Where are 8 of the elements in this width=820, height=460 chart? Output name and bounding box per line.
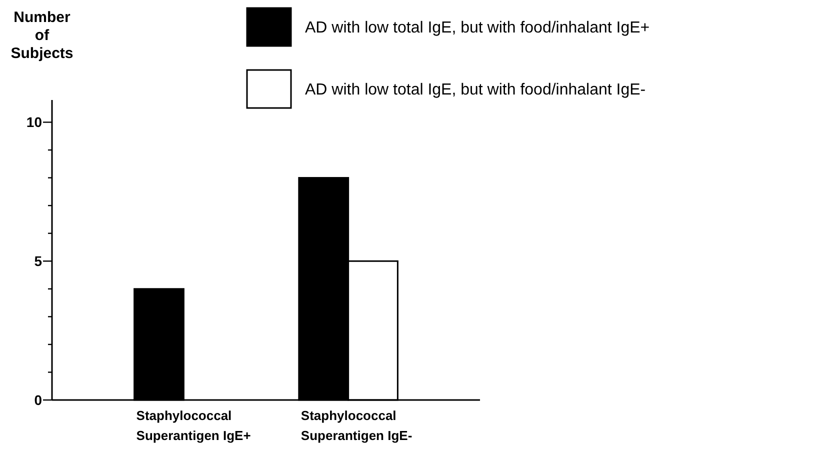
y-tick-label: 10 — [26, 114, 42, 130]
x-tick-label: Staphylococcal Superantigen IgE+ — [136, 408, 252, 443]
legend-label: AD with low total IgE, but with food/inhalant IgE+ — [305, 20, 650, 37]
x-tick-label: Staphylococcal Superantigen IgE- — [300, 408, 412, 443]
y-axis-title: Number of Subjects — [10, 9, 74, 62]
y-tick-label: 5 — [34, 253, 42, 270]
legend-label: AD with low total IgE, but with food/inhalant IgE- — [305, 82, 646, 99]
y-tick-label: 0 — [34, 392, 42, 408]
